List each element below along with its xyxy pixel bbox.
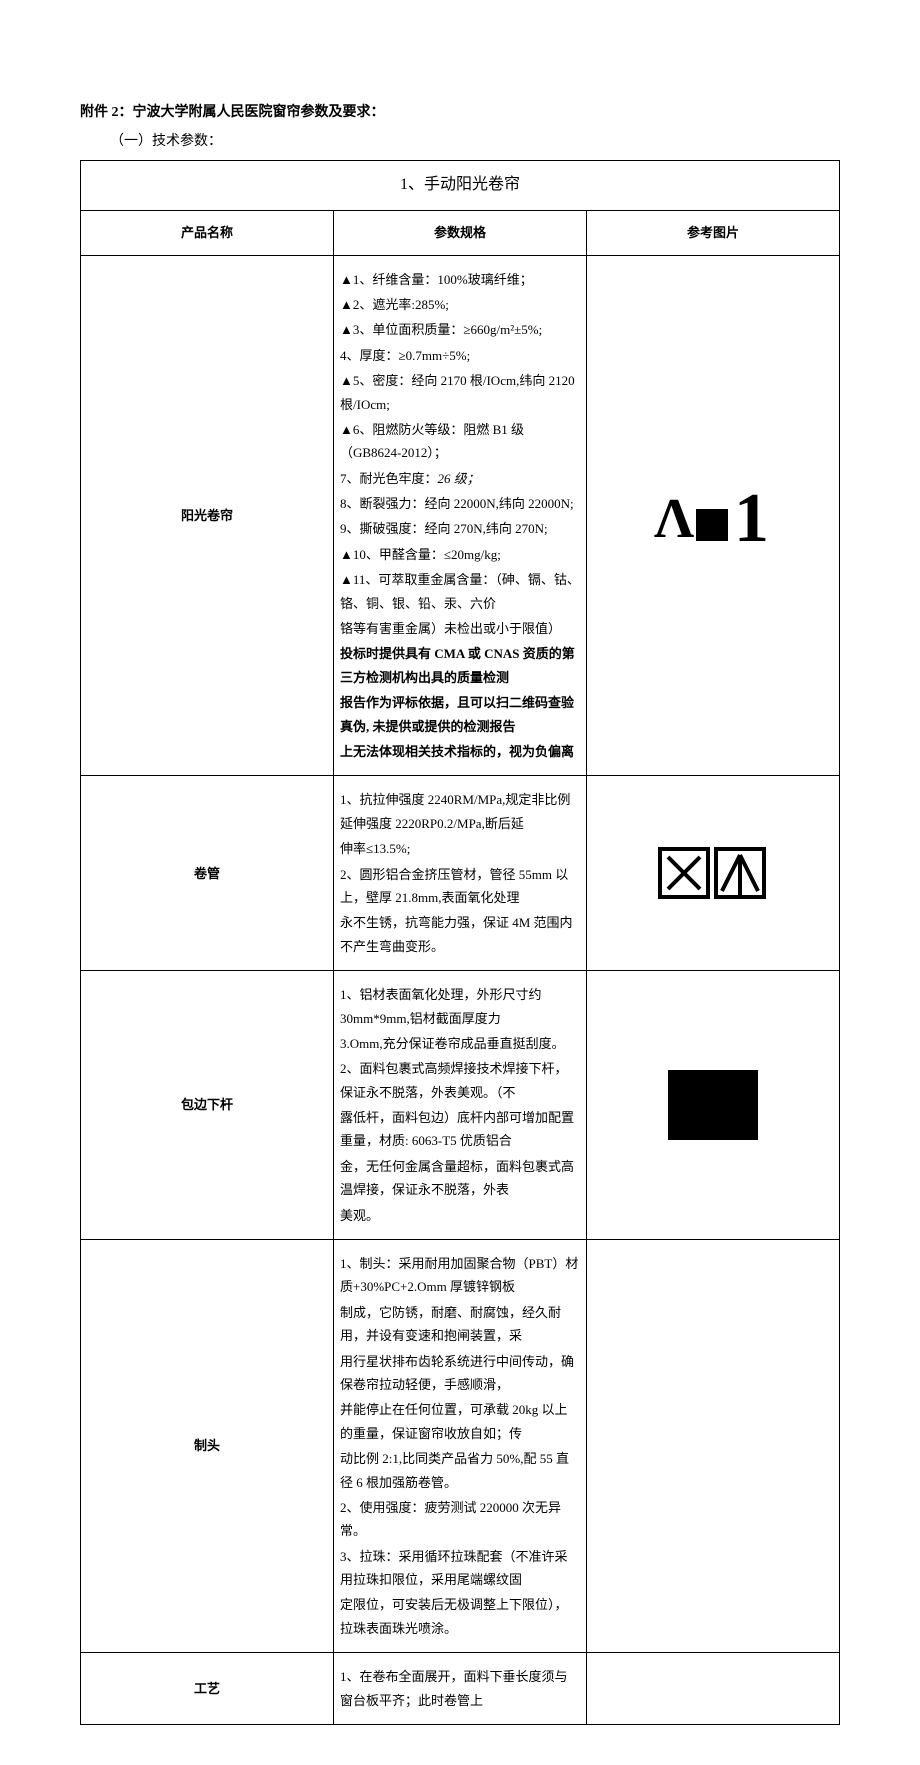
svg-text:1: 1	[734, 480, 769, 555]
spec-line: ▲11、可萃取重金属含量：（砷、镉、钴、铬、铜、银、铅、汞、六价	[340, 568, 580, 615]
table-row: 制头1、制头：采用耐用加固聚合物（PBT）材质+30%PC+2.Omm 厚镀锌钢…	[81, 1240, 840, 1653]
spec-line: 8、断裂强力：经向 22000N,纬向 22000N;	[340, 492, 580, 515]
spec-line: 7、耐光色牢度：26 级；	[340, 467, 580, 490]
spec-line: ▲5、密度：经向 2170 根/IOcm,纬向 2120 根/IOcm;	[340, 369, 580, 416]
reference-image	[593, 1066, 833, 1144]
spec-line: 美观。	[340, 1204, 580, 1227]
spec-line: 2、圆形铝合金挤压管材，管径 55mm 以上，壁厚 21.8mm,表面氧化处理	[340, 863, 580, 910]
spec-line: 永不生锈，抗弯能力强，保证 4M 范围内不产生弯曲变形。	[340, 911, 580, 958]
product-name: 工艺	[81, 1653, 334, 1725]
spec-line: 露低杆，面料包边）底杆内部可增加配置重量，材质: 6063-T5 优质铝合	[340, 1106, 580, 1153]
spec-line: ▲6、阻燃防火等级：阻燃 B1 级 （GB8624-2012）；	[340, 418, 580, 465]
table-row: 卷管1、抗拉伸强度 2240RM/MPa,规定非比例延伸强度 2220RP0.2…	[81, 776, 840, 971]
reference-image: Λ1	[593, 471, 833, 559]
svg-text:Λ: Λ	[654, 488, 694, 550]
image-cell	[587, 776, 840, 971]
product-name: 包边下杆	[81, 971, 334, 1240]
image-cell	[587, 1240, 840, 1653]
spec-line: 并能停止在任何位置，可承载 20kg 以上的重量，保证窗帘收放自如；传	[340, 1398, 580, 1445]
spec-line: 用行星状排布齿轮系统进行中间传动，确保卷帘拉动轻便，手感顺滑，	[340, 1350, 580, 1397]
spec-line: 2、使用强度：疲劳测试 220000 次无异常。	[340, 1496, 580, 1543]
spec-line: ▲10、甲醛含量：≤20mg/kg;	[340, 543, 580, 566]
spec-cell: 1、铝材表面氧化处理，外形尺寸约 30mm*9mm,铝材截面厚度力3.Omm,充…	[334, 971, 587, 1240]
spec-line: 3、拉珠：采用循环拉珠配套（不准许采用拉珠扣限位，采用尾端螺纹固	[340, 1545, 580, 1592]
header-name: 产品名称	[81, 211, 334, 255]
product-name: 制头	[81, 1240, 334, 1653]
spec-line: 铬等有害重金属）未检出或小于限值）	[340, 617, 580, 640]
spec-cell: 1、在卷布全面展开，面料下垂长度须与窗台板平齐；此时卷管上	[334, 1653, 587, 1725]
spec-line: 3.Omm,充分保证卷帘成品垂直挺刮度。	[340, 1032, 580, 1055]
product-name: 卷管	[81, 776, 334, 971]
spec-cell: 1、制头：采用耐用加固聚合物（PBT）材质+30%PC+2.Omm 厚镀锌钢板制…	[334, 1240, 587, 1653]
spec-line: 1、铝材表面氧化处理，外形尺寸约 30mm*9mm,铝材截面厚度力	[340, 983, 580, 1030]
spec-cell: 1、抗拉伸强度 2240RM/MPa,规定非比例延伸强度 2220RP0.2/M…	[334, 776, 587, 971]
spec-line: 4、厚度：≥0.7mm÷5%;	[340, 344, 580, 367]
spec-line: ▲2、遮光率:285%;	[340, 293, 580, 316]
spec-line-bold: 投标时提供具有 CMA 或 CNAS 资质的第三方检测机构出具的质量检测	[340, 642, 580, 689]
spec-line: ▲1、纤维含量：100%玻璃纤维；	[340, 268, 580, 291]
image-cell: Λ1	[587, 255, 840, 776]
reference-image	[593, 841, 833, 905]
table-row: 包边下杆1、铝材表面氧化处理，外形尺寸约 30mm*9mm,铝材截面厚度力3.O…	[81, 971, 840, 1240]
spec-line: 伸率≤13.5%;	[340, 837, 580, 860]
spec-cell: ▲1、纤维含量：100%玻璃纤维；▲2、遮光率:285%;▲3、单位面积质量：≥…	[334, 255, 587, 776]
spec-line: 定限位，可安装后无极调整上下限位），拉珠表面珠光喷涂。	[340, 1593, 580, 1640]
spec-line: 1、在卷布全面展开，面料下垂长度须与窗台板平齐；此时卷管上	[340, 1665, 580, 1712]
header-spec: 参数规格	[334, 211, 587, 255]
table-row: 阳光卷帘▲1、纤维含量：100%玻璃纤维；▲2、遮光率:285%;▲3、单位面积…	[81, 255, 840, 776]
header-img: 参考图片	[587, 211, 840, 255]
spec-line: 9、撕破强度：经向 270N,纬向 270N;	[340, 517, 580, 540]
product-name: 阳光卷帘	[81, 255, 334, 776]
spec-line: 1、抗拉伸强度 2240RM/MPa,规定非比例延伸强度 2220RP0.2/M…	[340, 788, 580, 835]
spec-line: 动比例 2:1,比同类产品省力 50%,配 55 直径 6 根加强筋卷管。	[340, 1447, 580, 1494]
image-cell	[587, 1653, 840, 1725]
spec-line-bold: 上无法体现相关技术指标的，视为负偏离	[340, 740, 580, 763]
subtitle: （一）技术参数：	[110, 129, 840, 154]
attachment-title: 附件 2：宁波大学附属人民医院窗帘参数及要求：	[80, 100, 840, 125]
image-cell	[587, 971, 840, 1240]
spec-line: 金，无任何金属含量超标，面料包裹式高温焊接，保证永不脱落，外表	[340, 1155, 580, 1202]
spec-line: 制成，它防锈，耐磨、耐腐蚀，经久耐用，并设有变速和抱闸装置，采	[340, 1301, 580, 1348]
section-header: 1、手动阳光卷帘	[81, 161, 840, 211]
spec-table: 1、手动阳光卷帘 产品名称 参数规格 参考图片 阳光卷帘▲1、纤维含量：100%…	[80, 160, 840, 1725]
spec-line: ▲3、单位面积质量：≥660g/m²±5%;	[340, 318, 580, 341]
spec-line: 2、面料包裹式高频焊接技术焊接下杆，保证永不脱落，外表美观。（不	[340, 1057, 580, 1104]
spec-line: 1、制头：采用耐用加固聚合物（PBT）材质+30%PC+2.Omm 厚镀锌钢板	[340, 1252, 580, 1299]
table-row: 工艺1、在卷布全面展开，面料下垂长度须与窗台板平齐；此时卷管上	[81, 1653, 840, 1725]
spec-line-bold: 报告作为评标依据，且可以扫二维码查验真伪, 未提供或提供的检测报告	[340, 691, 580, 738]
